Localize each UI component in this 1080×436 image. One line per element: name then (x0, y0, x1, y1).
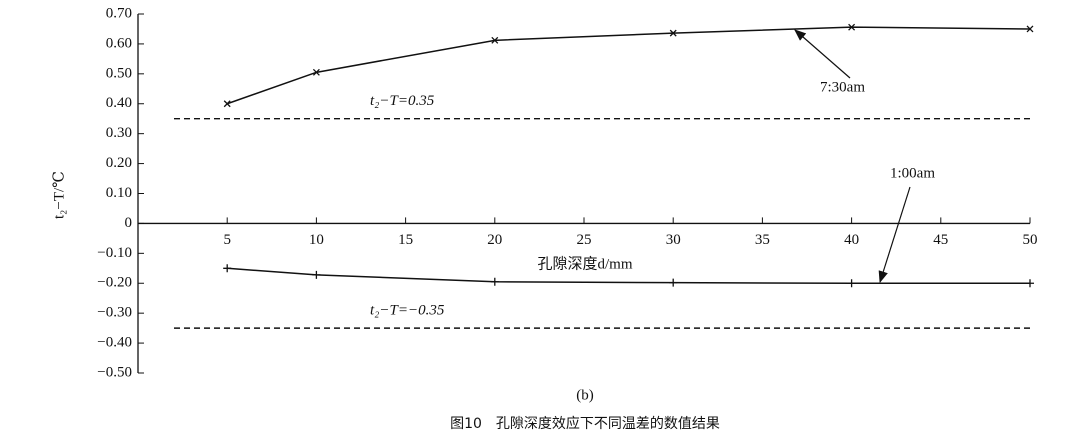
x-tick-label: 40 (844, 232, 859, 248)
x-tick-label: 35 (755, 232, 770, 248)
x-tick-label: 45 (933, 232, 948, 248)
y-tick-label: 0.60 (106, 35, 132, 51)
series-label: 1:00am (890, 165, 935, 181)
data-point (490, 277, 499, 286)
data-point (223, 100, 231, 108)
y-tick-label: 0.10 (106, 185, 132, 201)
y-tick-label: 0 (125, 215, 133, 231)
series-line (226, 26, 1031, 105)
y-tick-label: 0.70 (106, 5, 132, 21)
subtitle: (b) (576, 387, 594, 403)
data-point (1026, 279, 1034, 288)
data-point (848, 23, 856, 31)
x-tick-label: 10 (309, 232, 324, 248)
series-label: 7:30am (820, 79, 865, 95)
reference-label: t₂−T=−0.35 (370, 303, 445, 319)
y-tick-label: −0.20 (97, 275, 132, 291)
series-line (227, 267, 1030, 284)
data-point (669, 278, 678, 287)
y-tick-label: 0.30 (106, 125, 132, 141)
data-point (223, 264, 232, 273)
reference-label: t₂−T=0.35 (370, 93, 435, 109)
data-point (491, 36, 499, 44)
y-tick-label: 0.20 (106, 155, 132, 171)
data-point (847, 279, 856, 288)
x-tick-label: 25 (577, 232, 592, 248)
data-point (669, 29, 677, 37)
x-tick-label: 15 (398, 232, 413, 248)
x-axis-label: 孔隙深度d/mm (537, 255, 632, 272)
x-tick-label: 30 (666, 232, 681, 248)
y-tick-label: −0.40 (97, 335, 132, 351)
x-tick-label: 5 (223, 232, 231, 248)
data-point (1026, 25, 1034, 33)
data-point (312, 270, 321, 279)
x-tick-label: 50 (1023, 232, 1038, 248)
annotation-arrow (794, 29, 851, 79)
annotation-arrow (878, 186, 911, 284)
y-tick-label: −0.10 (97, 245, 132, 261)
caption: 图10 孔隙深度效应下不同温差的数值结果 (450, 415, 720, 432)
y-tick-label: 0.50 (106, 65, 132, 81)
y-tick-label: −0.30 (97, 305, 132, 321)
y-tick-label: −0.50 (97, 364, 132, 380)
y-tick-label: 0.40 (106, 95, 132, 111)
x-tick-label: 20 (487, 232, 502, 248)
y-axis-label: t₂−T/℃ (51, 171, 67, 219)
data-point (312, 68, 320, 76)
